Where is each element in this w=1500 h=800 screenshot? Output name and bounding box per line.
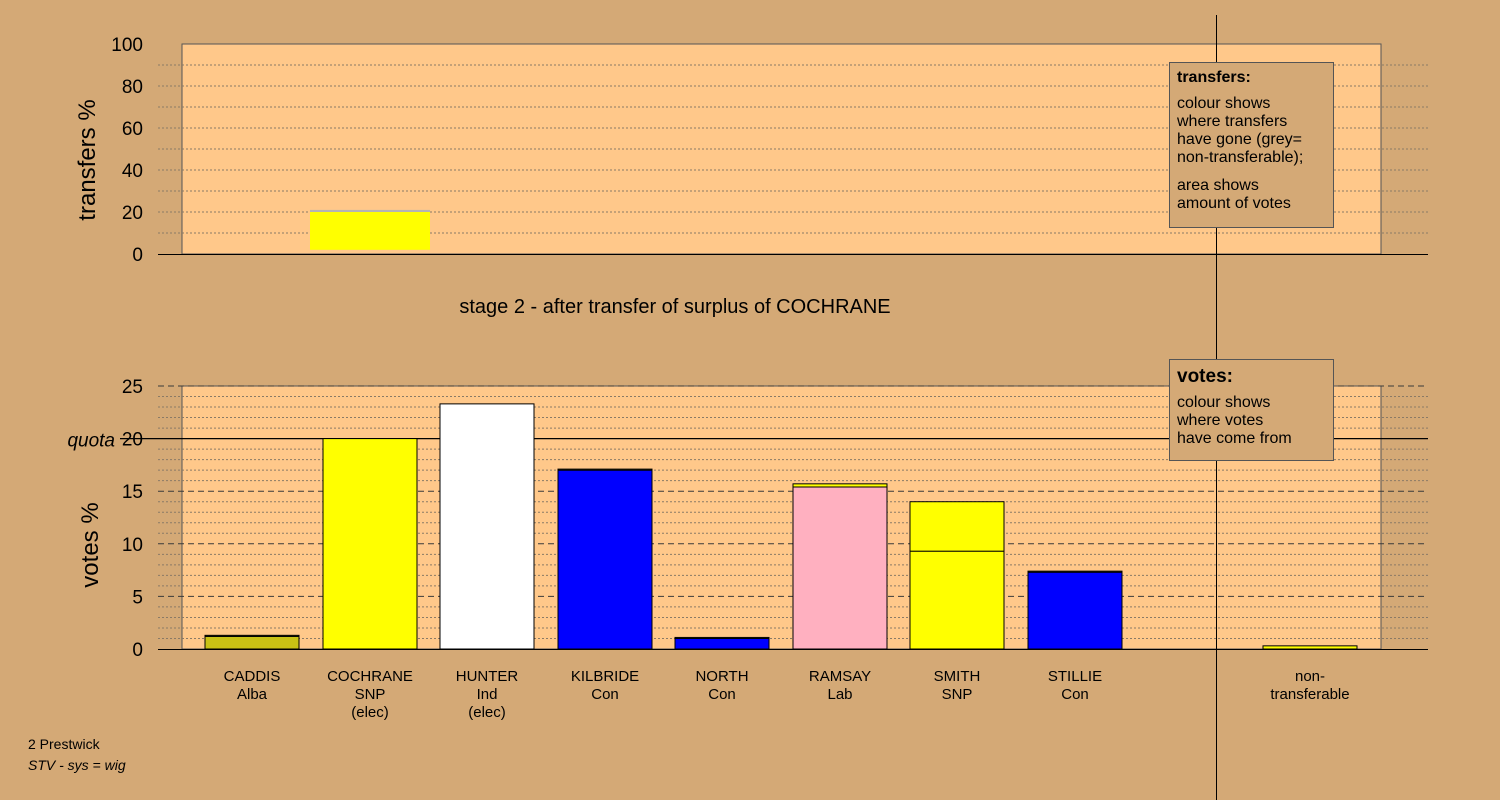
vote-bar-segment bbox=[792, 483, 888, 488]
votes-legend: votes: colour shows where votes have com… bbox=[1169, 359, 1334, 461]
candidate-labels: CADDISAlbaCOCHRANESNP(elec)HUNTERInd(ele… bbox=[224, 668, 1350, 721]
candidate-name-label: COCHRANE bbox=[327, 668, 413, 685]
transfers-tick-label: 20 bbox=[122, 203, 143, 224]
candidate-name-label: SMITH bbox=[934, 668, 981, 685]
transfers-legend-line: have gone (grey= bbox=[1177, 131, 1302, 148]
votes-legend-title: votes: bbox=[1177, 366, 1233, 387]
vote-bar-segment bbox=[792, 486, 888, 650]
vote-bar-segment bbox=[674, 637, 770, 650]
candidate-party-label: SNP bbox=[355, 686, 386, 703]
votes-tick-label: 10 bbox=[122, 535, 143, 556]
vote-bar-segment bbox=[909, 501, 1005, 552]
votes-tick-label: 0 bbox=[132, 640, 143, 661]
candidate-party-label: Con bbox=[708, 686, 736, 703]
votes-tick-label: 5 bbox=[132, 587, 143, 608]
candidate-elected-label: (elec) bbox=[351, 704, 389, 721]
candidate-party-label: Ind bbox=[477, 686, 498, 703]
vote-bar-segment bbox=[439, 403, 535, 650]
transfers-tick-label: 0 bbox=[132, 245, 143, 266]
transfers-legend-title: transfers: bbox=[1177, 69, 1251, 86]
votes-tick-label: 25 bbox=[122, 377, 143, 398]
vote-bar-segment bbox=[557, 469, 653, 650]
system-label: STV - sys = wig bbox=[28, 757, 126, 773]
constituency-label: 2 Prestwick bbox=[28, 736, 100, 752]
candidate-name-label: CADDIS bbox=[224, 668, 281, 685]
votes-legend-line: colour shows bbox=[1177, 394, 1271, 411]
candidate-party-label: SNP bbox=[942, 686, 973, 703]
votes-tick-label: 20 bbox=[122, 430, 143, 451]
quota-label: quota bbox=[67, 431, 115, 452]
transfer-bar-segment bbox=[310, 212, 430, 250]
candidate-name-label: HUNTER bbox=[456, 668, 519, 685]
transfer-bar-segment bbox=[310, 209, 430, 212]
vote-bar-segment bbox=[1027, 570, 1123, 573]
vote-bar-segment bbox=[909, 550, 1005, 650]
stage-title: stage 2 - after transfer of surplus of C… bbox=[459, 296, 890, 318]
vote-bar-segment bbox=[204, 635, 300, 650]
transfers-tick-label: 80 bbox=[122, 77, 143, 98]
candidate-name-label: RAMSAY bbox=[809, 668, 871, 685]
candidate-party-label: Con bbox=[1061, 686, 1089, 703]
vote-bar-segment bbox=[1027, 571, 1123, 650]
candidate-party-label: Con bbox=[591, 686, 619, 703]
vote-bar-segment bbox=[557, 468, 653, 471]
vote-bar-segment bbox=[1262, 645, 1358, 650]
transfers-legend: transfers: colour shows where transfers … bbox=[1169, 62, 1334, 228]
transfers-tick-label: 100 bbox=[111, 35, 143, 56]
transfers-legend-line: amount of votes bbox=[1177, 195, 1291, 212]
candidate-name-label: non- bbox=[1295, 668, 1325, 685]
vote-bar-segment bbox=[204, 634, 300, 637]
votes-legend-line: where votes bbox=[1177, 412, 1264, 429]
transfers-tick-label: 40 bbox=[122, 161, 143, 182]
candidate-name-label: KILBRIDE bbox=[571, 668, 639, 685]
candidate-name-label: NORTH bbox=[695, 668, 748, 685]
votes-tick-label: 15 bbox=[122, 482, 143, 503]
vote-bar-segment bbox=[322, 438, 418, 650]
vote-bar-segment bbox=[674, 636, 770, 639]
transfers-axis-title: transfers % bbox=[74, 99, 101, 220]
candidate-elected-label: (elec) bbox=[468, 704, 506, 721]
votes-legend-line: have come from bbox=[1177, 430, 1292, 447]
candidate-party-label: transferable bbox=[1270, 686, 1349, 703]
transfers-legend-line: area shows bbox=[1177, 177, 1259, 194]
candidate-party-label: Alba bbox=[237, 686, 268, 703]
transfers-legend-line: non-transferable); bbox=[1177, 149, 1304, 166]
transfers-legend-line: where transfers bbox=[1177, 113, 1288, 130]
transfers-tick-label: 60 bbox=[122, 119, 143, 140]
votes-axis-title: votes % bbox=[77, 502, 104, 587]
candidate-name-label: STILLIE bbox=[1048, 668, 1102, 685]
candidate-party-label: Lab bbox=[827, 686, 852, 703]
transfers-legend-line: colour shows bbox=[1177, 95, 1271, 112]
